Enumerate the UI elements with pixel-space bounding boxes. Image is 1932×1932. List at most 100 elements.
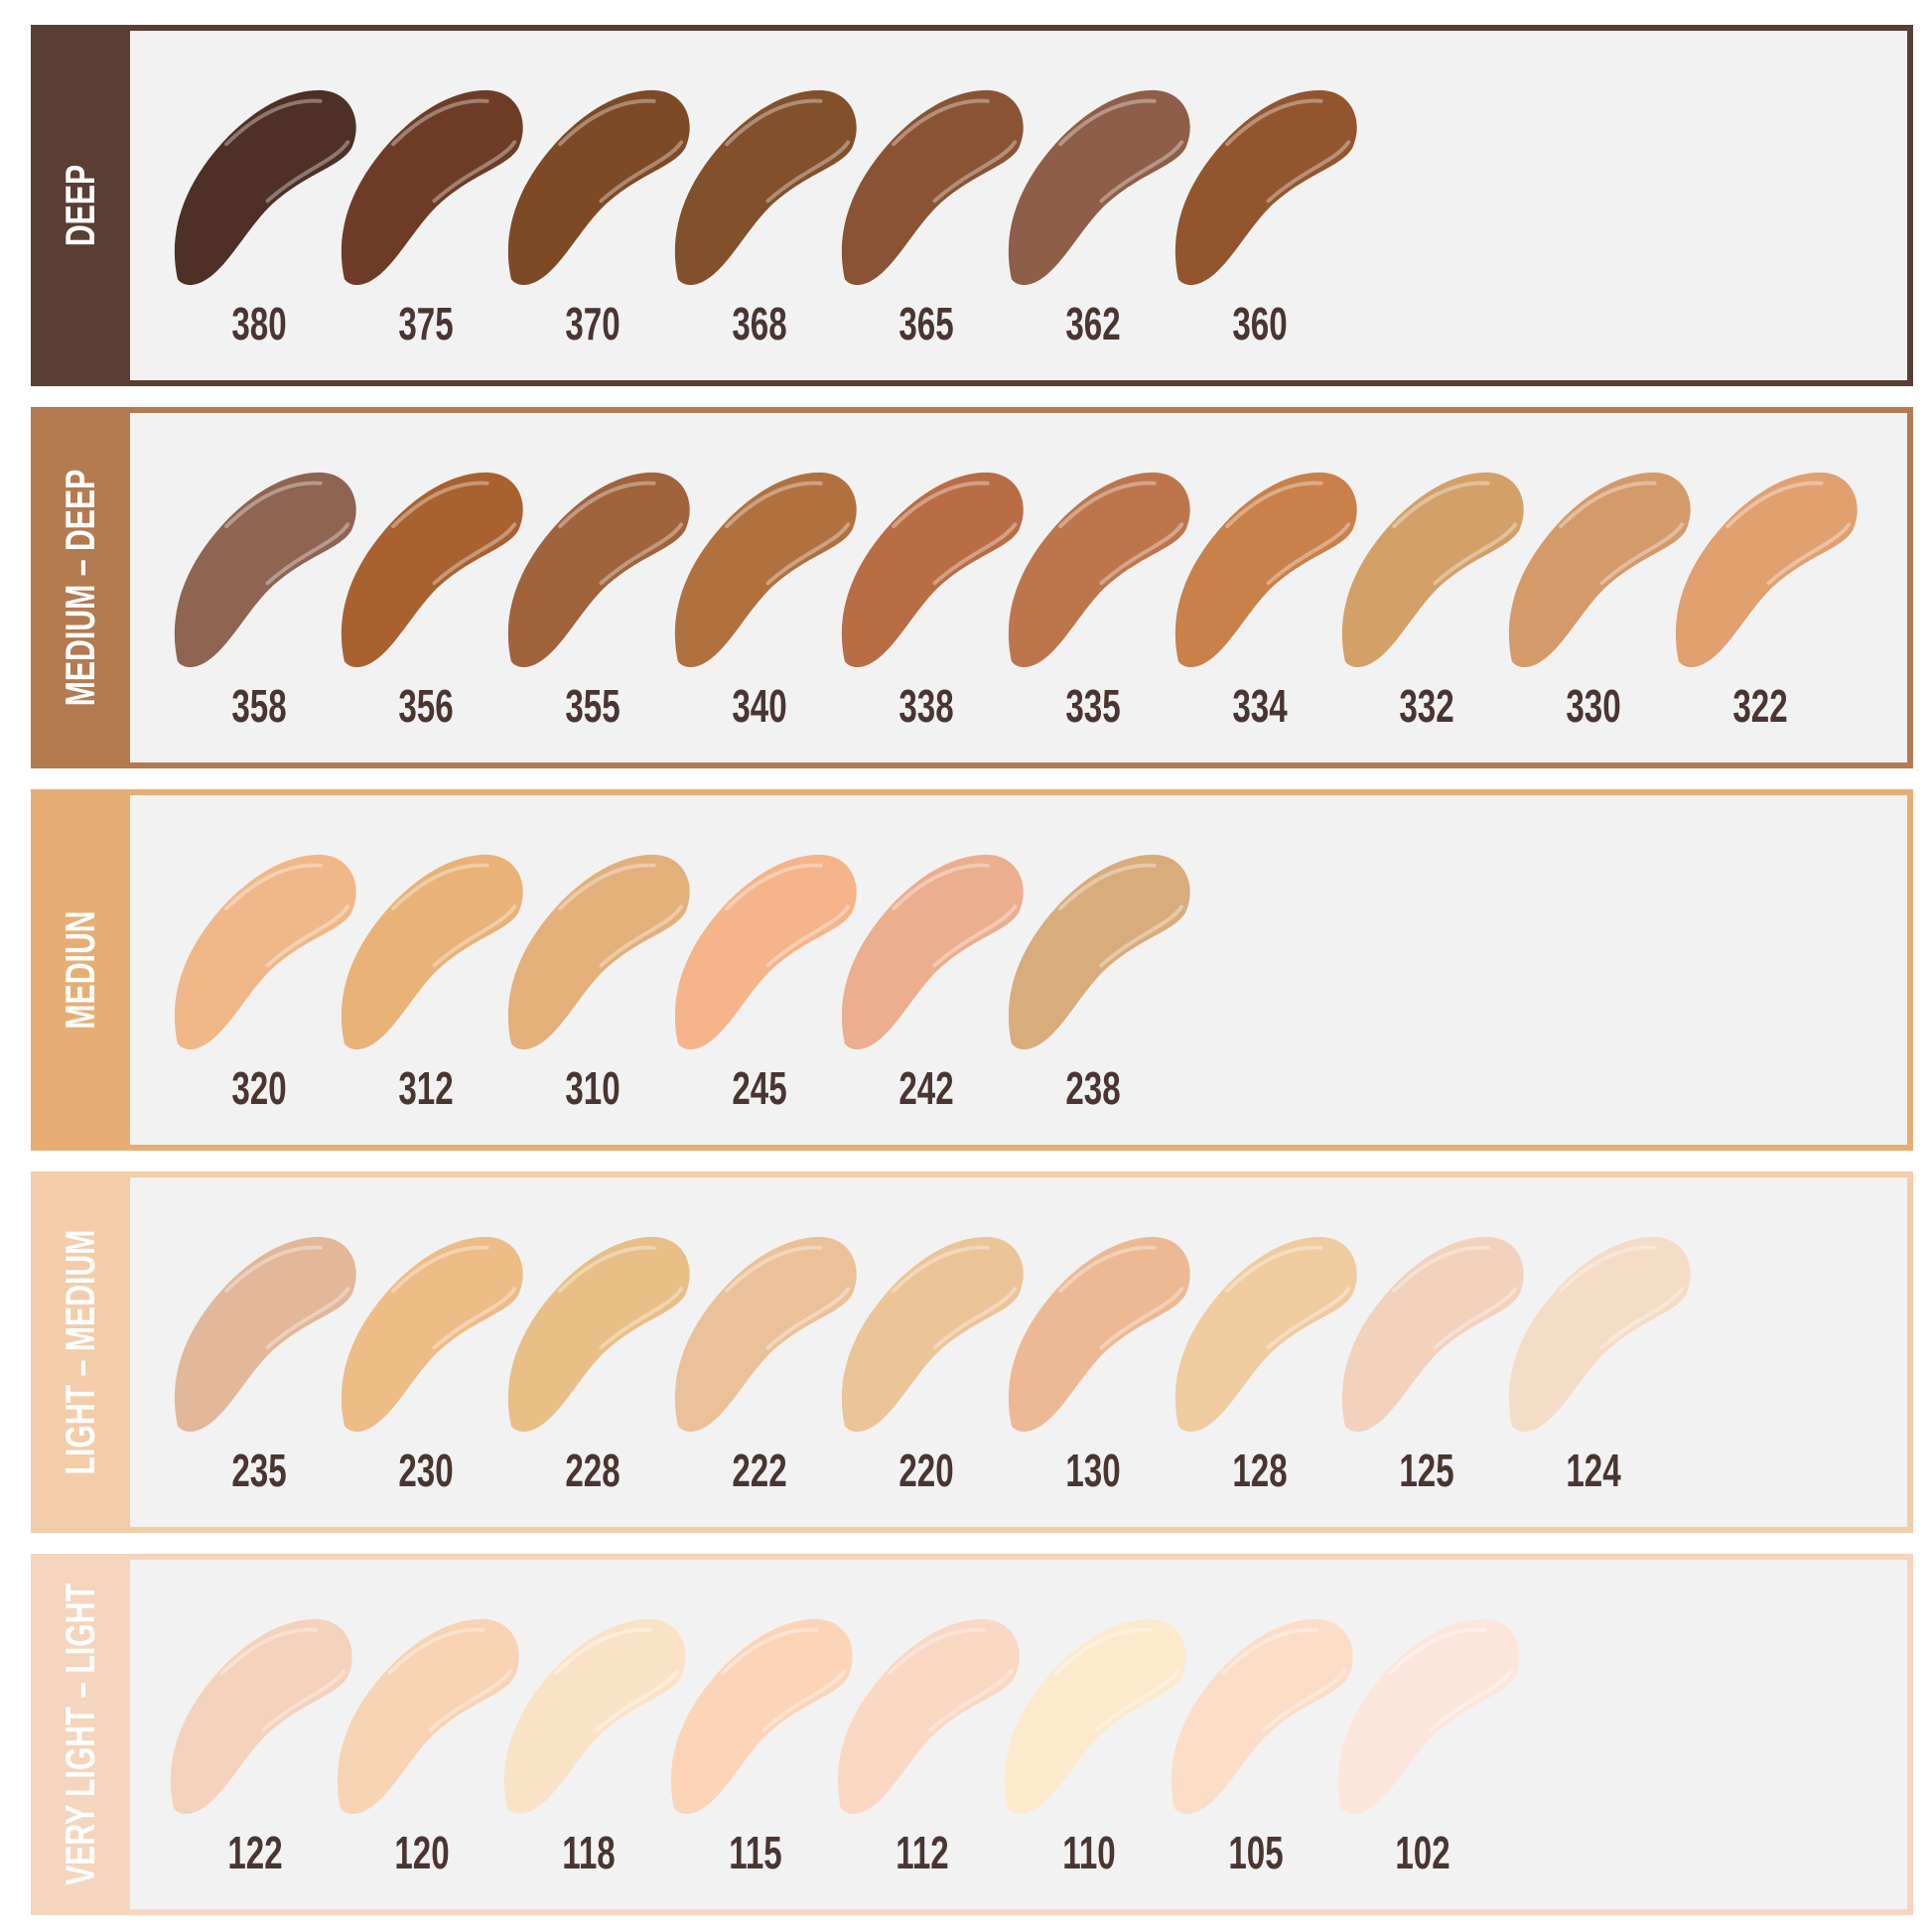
shade-code: 375 — [398, 298, 454, 349]
shade-code: 312 — [398, 1062, 454, 1114]
shade-swatch-356 — [335, 469, 530, 671]
shade-swatch-125 — [1335, 1233, 1531, 1436]
swatch-area: 358 356 355 340 338 335 334 332 330 322 — [130, 413, 1907, 762]
shade-code: 110 — [1062, 1827, 1116, 1878]
shade-code: 360 — [1232, 298, 1288, 349]
shade-code: 368 — [732, 298, 787, 349]
shade-swatch-365 — [835, 86, 1031, 289]
shade-swatch-360 — [1169, 86, 1364, 289]
shade-swatch-338 — [835, 469, 1031, 671]
group-sidebar: DEEP — [31, 25, 130, 386]
group-sidebar: VERY LIGHT – LIGHT — [31, 1554, 130, 1915]
shade-swatch-335 — [1002, 469, 1197, 671]
shade-code: 358 — [231, 680, 287, 732]
shade-swatch-370 — [501, 86, 697, 289]
shade-swatch-375 — [335, 86, 530, 289]
shade-code: 356 — [398, 680, 454, 732]
swatch-area: 235 230 228 222 220 130 128 125 124 — [130, 1177, 1907, 1527]
shade-swatch-230 — [335, 1233, 530, 1436]
group-sidebar: LIGHT – MEDIUM — [31, 1172, 130, 1533]
shade-code: 228 — [565, 1445, 621, 1496]
swatch-area: 320 312 310 245 242 238 — [130, 795, 1907, 1145]
shade-code: 338 — [898, 680, 954, 732]
shade-code: 130 — [1065, 1445, 1121, 1496]
shade-code: 238 — [1065, 1062, 1121, 1114]
group-label: MEDIUM – DEEP — [57, 469, 103, 707]
shade-swatch-340 — [668, 469, 864, 671]
swatch-area: 380 375 370 368 365 362 360 — [130, 31, 1907, 380]
group-sidebar: MEDIUN — [31, 789, 130, 1151]
shade-swatch-128 — [1169, 1233, 1364, 1436]
shade-code: 125 — [1399, 1445, 1454, 1496]
shade-swatch-228 — [501, 1233, 697, 1436]
shade-swatch-235 — [168, 1233, 363, 1436]
shade-swatch-334 — [1169, 469, 1364, 671]
shade-swatch-332 — [1335, 469, 1531, 671]
shade-code: 242 — [898, 1062, 954, 1114]
swatch-area: 122 120 118 115 112 110 105 102 — [130, 1560, 1907, 1909]
shade-swatch-222 — [668, 1233, 864, 1436]
shade-swatch-322 — [1669, 469, 1864, 671]
shade-swatch-358 — [168, 469, 363, 671]
shade-code: 340 — [732, 680, 787, 732]
shade-code: 115 — [729, 1827, 782, 1878]
shade-swatch-380 — [168, 86, 363, 289]
shade-code: 122 — [227, 1827, 283, 1878]
group-label: DEEP — [57, 164, 103, 247]
shade-code: 118 — [562, 1827, 616, 1878]
shade-code: 112 — [896, 1827, 949, 1878]
shade-swatch-122 — [164, 1615, 359, 1818]
shade-code: 365 — [898, 298, 954, 349]
shade-code: 362 — [1065, 298, 1121, 349]
shade-swatch-242 — [835, 851, 1031, 1053]
shade-swatch-130 — [1002, 1233, 1197, 1436]
shade-swatch-120 — [331, 1615, 526, 1818]
shade-code: 230 — [398, 1445, 454, 1496]
shade-swatch-124 — [1502, 1233, 1698, 1436]
group-label: LIGHT – MEDIUM — [57, 1229, 103, 1475]
shade-swatch-355 — [501, 469, 697, 671]
shade-code: 332 — [1399, 680, 1454, 732]
shade-code: 120 — [394, 1827, 450, 1878]
shade-code: 320 — [231, 1062, 287, 1114]
shade-group-panel: LIGHT – MEDIUM 235 230 228 222 220 130 128 125 12… — [31, 1172, 1913, 1533]
shade-group-panel: MEDIUM – DEEP 358 356 355 340 338 335 334 332 330… — [31, 407, 1913, 768]
shade-swatch-110 — [998, 1615, 1193, 1818]
shade-swatch-312 — [335, 851, 530, 1053]
shade-group-panel: MEDIUN 320 312 310 245 242 238 — [31, 789, 1913, 1151]
shade-swatch-118 — [497, 1615, 693, 1818]
shade-code: 380 — [231, 298, 287, 349]
group-label: VERY LIGHT – LIGHT — [57, 1583, 103, 1886]
shade-code: 222 — [732, 1445, 787, 1496]
shade-swatch-245 — [668, 851, 864, 1053]
shade-swatch-115 — [664, 1615, 860, 1818]
shade-swatch-102 — [1331, 1615, 1527, 1818]
shade-code: 310 — [565, 1062, 621, 1114]
shade-swatch-320 — [168, 851, 363, 1053]
shade-code: 102 — [1395, 1827, 1450, 1878]
shade-code: 322 — [1732, 680, 1788, 732]
shade-swatch-330 — [1502, 469, 1698, 671]
shade-code: 128 — [1232, 1445, 1288, 1496]
group-sidebar: MEDIUM – DEEP — [31, 407, 130, 768]
shade-code: 124 — [1566, 1445, 1621, 1496]
shade-code: 245 — [732, 1062, 787, 1114]
shade-group-panel: DEEP 380 375 370 368 365 362 360 — [31, 25, 1913, 386]
shade-swatch-238 — [1002, 851, 1197, 1053]
shade-swatch-368 — [668, 86, 864, 289]
shade-group-panel: VERY LIGHT – LIGHT 122 120 118 115 112 110 105 1… — [31, 1554, 1913, 1915]
shade-swatch-112 — [831, 1615, 1027, 1818]
shade-code: 105 — [1228, 1827, 1284, 1878]
shade-swatch-220 — [835, 1233, 1031, 1436]
shade-code: 220 — [898, 1445, 954, 1496]
shade-swatch-310 — [501, 851, 697, 1053]
shade-code: 370 — [565, 298, 621, 349]
shade-code: 330 — [1566, 680, 1621, 732]
shade-swatch-362 — [1002, 86, 1197, 289]
shade-code: 334 — [1232, 680, 1288, 732]
shade-code: 235 — [231, 1445, 287, 1496]
shade-code: 335 — [1065, 680, 1121, 732]
shade-code: 355 — [565, 680, 621, 732]
group-label: MEDIUN — [57, 910, 103, 1030]
shade-swatch-105 — [1165, 1615, 1360, 1818]
